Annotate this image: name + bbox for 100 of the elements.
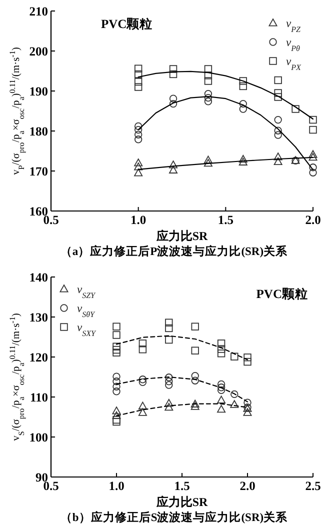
annotation: PVC颗粒	[256, 287, 308, 301]
point	[217, 380, 226, 388]
point	[308, 152, 318, 161]
point	[309, 164, 317, 172]
legend-label: v$_{SXY}$	[77, 322, 97, 338]
point	[169, 94, 178, 102]
point	[190, 400, 200, 408]
x-tick-label: 2.5	[305, 479, 321, 493]
point	[112, 388, 120, 396]
point	[112, 348, 120, 356]
text: （a）应力修正后P波波速与应力比(SR)关系	[60, 244, 289, 258]
point	[274, 157, 282, 166]
point	[238, 154, 248, 163]
point	[138, 346, 147, 354]
point	[112, 342, 120, 350]
point	[274, 89, 282, 97]
point	[191, 376, 199, 384]
point	[134, 158, 143, 166]
y-tick-label: 140	[29, 270, 48, 284]
point	[308, 150, 318, 158]
point	[165, 374, 173, 382]
point	[134, 130, 142, 138]
point	[164, 402, 174, 411]
point	[169, 70, 178, 78]
point	[112, 331, 120, 339]
point	[274, 76, 282, 84]
point	[204, 98, 212, 106]
point	[204, 158, 212, 167]
x-tick-label: 1.0	[130, 213, 146, 227]
point	[112, 322, 120, 330]
point	[217, 350, 226, 358]
point	[134, 83, 142, 91]
point	[309, 168, 317, 176]
point	[217, 345, 226, 353]
y-tick-label: 170	[29, 164, 48, 178]
y-tick-label: 130	[29, 310, 48, 324]
point	[204, 94, 212, 102]
point	[191, 322, 199, 330]
point	[292, 105, 300, 113]
text: （b）应力修正后S波波速与应力比(SR)关系	[60, 510, 289, 524]
point	[274, 116, 282, 124]
point	[243, 408, 252, 416]
point	[274, 152, 282, 160]
x-axis-title: 应力比SR	[155, 229, 208, 243]
point	[309, 116, 317, 124]
legend-label: v$_{SθY}$	[77, 303, 96, 318]
point	[204, 156, 212, 164]
point	[217, 404, 226, 413]
x-axis-title: 应力比SR	[155, 495, 208, 509]
point	[169, 160, 178, 168]
point	[217, 386, 226, 394]
point	[230, 400, 239, 408]
y-tick-label: 200	[29, 44, 48, 58]
point	[138, 340, 147, 348]
point	[244, 354, 252, 362]
point	[239, 105, 247, 113]
point	[217, 340, 226, 348]
point	[239, 100, 247, 108]
point	[134, 126, 142, 134]
point	[112, 418, 120, 426]
point	[112, 416, 120, 424]
point	[169, 100, 178, 108]
point	[204, 77, 212, 85]
point	[112, 372, 120, 380]
y-tick-label: 110	[30, 390, 48, 404]
point	[112, 346, 120, 354]
y-tick-label: 180	[29, 124, 48, 138]
point	[165, 378, 173, 386]
x-tick-label: 1.5	[174, 479, 190, 493]
point	[244, 398, 252, 406]
y-tick-label: 190	[29, 84, 48, 98]
point	[138, 376, 147, 384]
point	[165, 336, 173, 344]
point	[230, 352, 238, 360]
point	[274, 131, 282, 139]
point	[112, 406, 121, 414]
point	[134, 70, 142, 78]
point	[134, 78, 142, 86]
y-tick-label: 100	[29, 430, 48, 444]
legend-label: v$_{SZY}$	[77, 284, 97, 300]
point	[204, 72, 212, 80]
point	[165, 324, 173, 332]
point	[165, 381, 173, 389]
legend-label: v$_{PX}$	[286, 56, 302, 72]
point	[138, 408, 147, 416]
x-tick-label: 1.0	[108, 479, 124, 493]
point	[112, 411, 121, 420]
point	[191, 372, 199, 380]
point	[134, 64, 142, 72]
point	[138, 402, 147, 410]
point	[217, 384, 226, 392]
point	[169, 166, 178, 174]
point	[165, 318, 173, 326]
x-tick-label: 2.0	[305, 213, 321, 227]
point	[190, 402, 200, 410]
point	[204, 90, 212, 98]
point	[217, 396, 226, 404]
y-tick-label: 210	[29, 4, 48, 18]
point	[230, 390, 238, 398]
point	[169, 65, 178, 73]
